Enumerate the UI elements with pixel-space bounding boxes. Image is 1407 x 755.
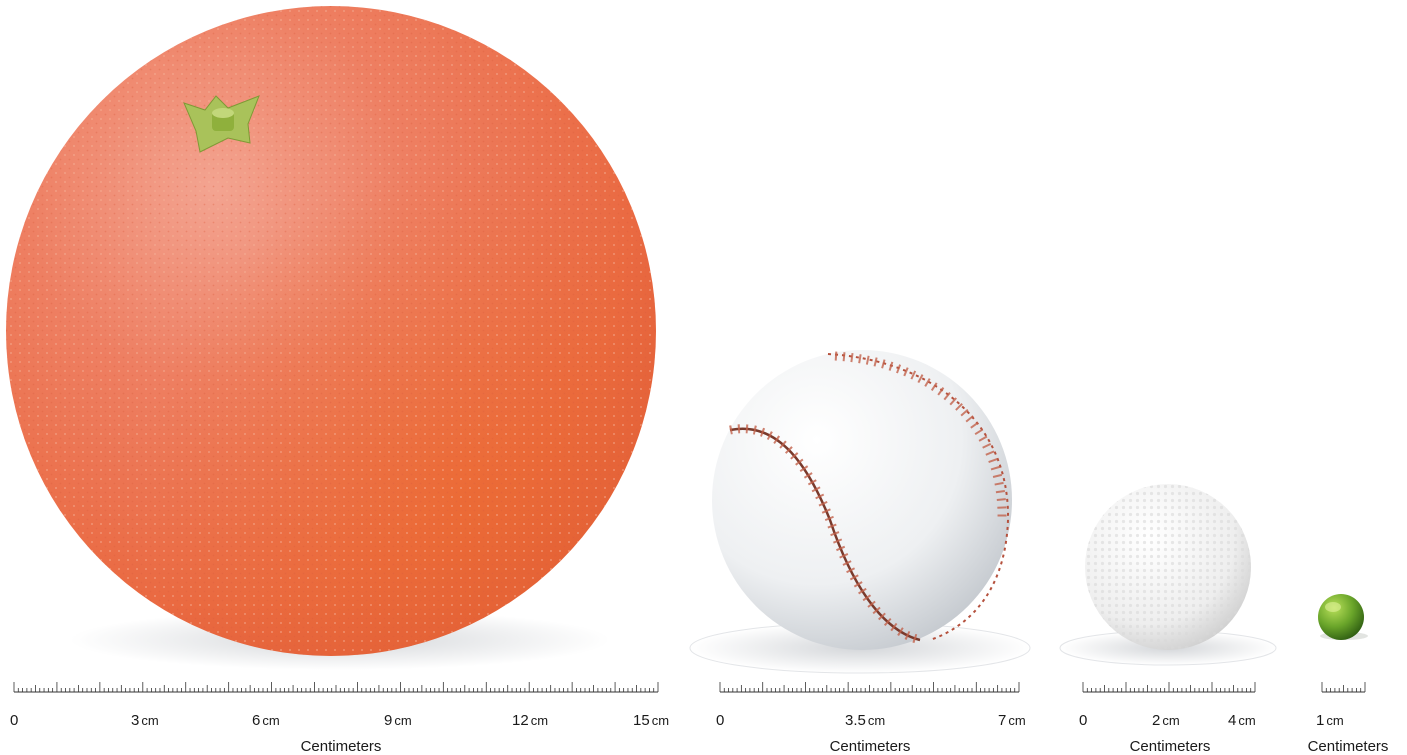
tick-label-grapefruit-15: 15 cm (633, 712, 670, 729)
tick-label-grapefruit-12: 12 cm (512, 712, 549, 729)
object-illustrations (6, 6, 1368, 674)
tick-label-baseball-0: 0 (716, 712, 725, 729)
tick-label-pea-1: 1 cm (1316, 712, 1344, 729)
tick-label-golf-0: 0 (1079, 712, 1088, 729)
ruler-title-grapefruit: Centimeters (300, 738, 382, 755)
baseball-illustration (689, 350, 1031, 674)
ruler-title-pea: Centimeters (1307, 738, 1389, 755)
tick-label-baseball-3-5: 3.5 cm (845, 712, 886, 729)
ruler-title-baseball: Centimeters (829, 738, 911, 755)
ruler-title-golf: Centimeters (1129, 738, 1211, 755)
grapefruit-illustration (6, 6, 656, 670)
tick-label-golf-2: 2 cm (1152, 712, 1180, 729)
golf-ball-illustration (1059, 484, 1277, 666)
tick-label-grapefruit-0: 0 (10, 712, 19, 729)
tick-label-golf-4: 4 cm (1228, 712, 1256, 729)
tick-label-grapefruit-3: 3 cm (131, 712, 159, 729)
grapefruit-stem-icon (183, 95, 260, 153)
tick-label-grapefruit-9: 9 cm (384, 712, 412, 729)
tick-label-baseball-7: 7 cm (998, 712, 1026, 729)
pea-illustration (1318, 594, 1368, 640)
tick-label-grapefruit-6: 6 cm (252, 712, 280, 729)
